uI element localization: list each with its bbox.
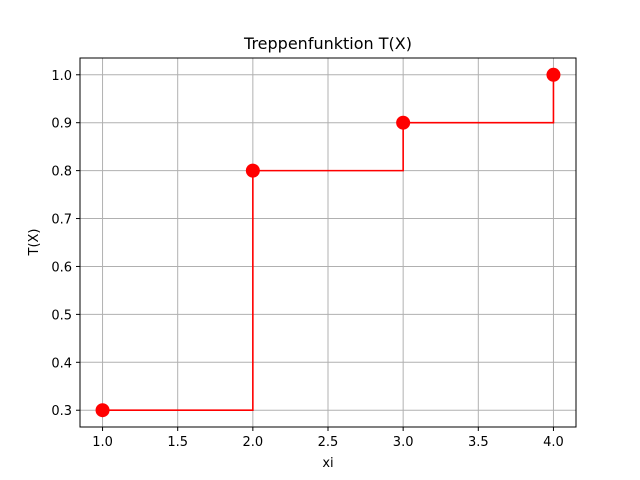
x-tick-label: 3.0 bbox=[393, 435, 414, 450]
y-axis-label: T(X) bbox=[27, 229, 42, 257]
x-tick-label: 4.0 bbox=[543, 435, 564, 450]
y-tick-label: 0.5 bbox=[51, 308, 72, 323]
y-tick-label: 1.0 bbox=[51, 69, 72, 84]
marker-layer bbox=[95, 67, 561, 418]
x-axis-ticks: 1.0 1.5 2.0 2.5 3.0 3.5 4.0 bbox=[92, 427, 564, 450]
y-tick-label: 0.8 bbox=[51, 165, 72, 180]
x-tick-label: 1.5 bbox=[167, 435, 188, 450]
chart-title: Treppenfunktion T(X) bbox=[243, 34, 412, 53]
x-tick-label: 2.0 bbox=[243, 435, 264, 450]
x-tick-label: 3.5 bbox=[468, 435, 489, 450]
series-layer bbox=[102, 74, 555, 412]
y-tick-label: 0.7 bbox=[51, 213, 72, 228]
data-point bbox=[396, 115, 411, 130]
x-tick-label: 2.5 bbox=[318, 435, 339, 450]
y-tick-label: 0.9 bbox=[51, 117, 72, 132]
x-axis-label: xi bbox=[322, 456, 333, 471]
y-tick-label: 0.3 bbox=[51, 404, 72, 419]
x-tick-label: 1.0 bbox=[92, 435, 113, 450]
step-line bbox=[102, 74, 555, 412]
data-point bbox=[245, 163, 260, 178]
data-point bbox=[95, 403, 110, 418]
y-tick-label: 0.6 bbox=[51, 260, 72, 275]
data-point bbox=[546, 67, 561, 82]
y-axis-ticks: 0.3 0.4 0.5 0.6 0.7 0.8 0.9 1.0 bbox=[51, 69, 80, 419]
y-tick-label: 0.4 bbox=[51, 356, 72, 371]
